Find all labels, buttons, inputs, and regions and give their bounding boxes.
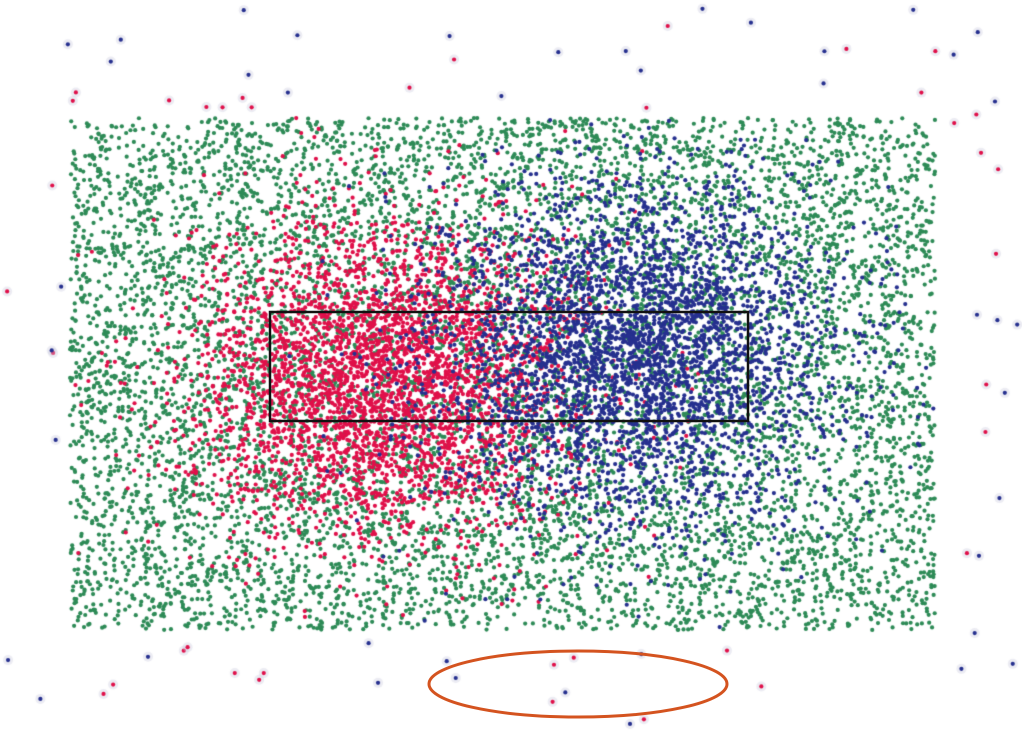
highlight-rectangle bbox=[268, 310, 750, 423]
highlight-ellipse bbox=[427, 649, 729, 719]
